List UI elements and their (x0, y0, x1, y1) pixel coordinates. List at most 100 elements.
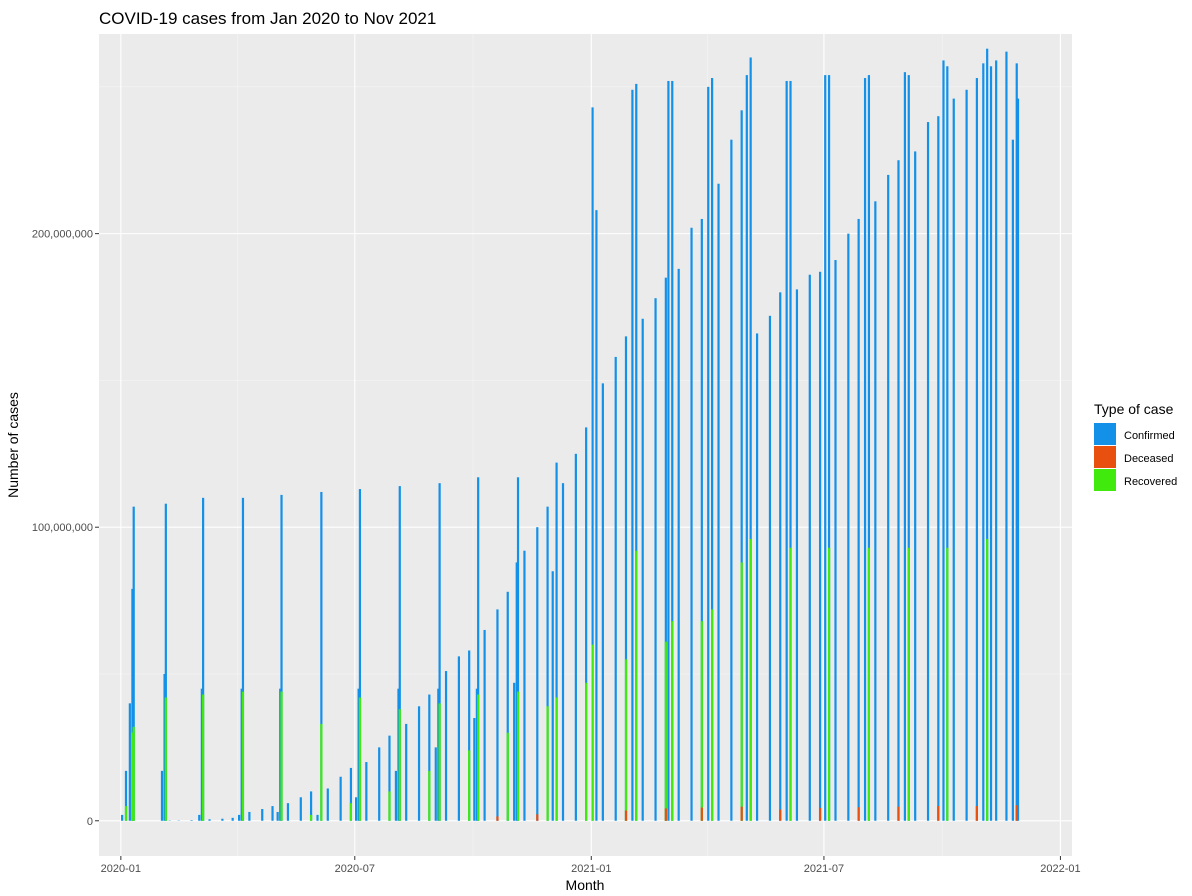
bar-deceased (857, 807, 860, 821)
bar-confirmed (339, 776, 342, 821)
bar-confirmed (417, 706, 421, 821)
bar-confirmed (457, 656, 460, 821)
bar-confirmed (730, 139, 733, 821)
series-recovered (124, 538, 989, 821)
bar-recovered (946, 547, 949, 821)
bar-recovered (664, 641, 667, 821)
bar-confirmed (857, 218, 860, 821)
bar-confirmed (827, 75, 831, 821)
bar-confirmed (202, 497, 205, 821)
bar-confirmed (690, 227, 693, 821)
legend-swatch-confirmed (1094, 423, 1116, 445)
bar-confirmed (1005, 51, 1008, 821)
y-tick-label: 200,000,000 (32, 229, 93, 241)
bar-confirmed (975, 78, 978, 821)
bar-confirmed (785, 80, 788, 821)
bar-confirmed (198, 814, 201, 821)
bar-recovered (827, 547, 831, 821)
bar-recovered (555, 697, 558, 821)
bar-confirmed (121, 814, 124, 821)
x-tick-label: 2021-07 (804, 863, 844, 875)
bar-confirmed (546, 506, 549, 821)
bar-confirmed (745, 75, 748, 821)
bar-recovered (671, 621, 674, 821)
bar-confirmed (473, 718, 476, 821)
bar-confirmed (477, 477, 480, 821)
bar-recovered (388, 791, 391, 821)
bar-confirmed (394, 770, 398, 821)
bar-confirmed (986, 48, 989, 821)
bar-recovered (398, 709, 401, 821)
bar-confirmed (965, 89, 968, 821)
bar-recovered (635, 550, 638, 821)
bar-confirmed (523, 550, 526, 821)
bar-confirmed (887, 174, 890, 821)
bar-confirmed (271, 806, 274, 821)
bar-confirmed (789, 80, 792, 821)
x-tick-label: 2021-01 (571, 863, 611, 875)
x-axis-ticks: 2020-01 2020-07 2021-01 2021-07 2022-01 (101, 856, 1081, 875)
bar-recovered (907, 547, 910, 821)
bar-confirmed (982, 63, 985, 821)
bar-confirmed (952, 98, 955, 821)
bar-confirmed (779, 292, 782, 821)
bar-confirmed (551, 571, 554, 821)
bar-confirmed (279, 688, 282, 821)
bar-confirmed (299, 797, 302, 821)
bar-confirmed (405, 723, 408, 821)
bar-confirmed (437, 688, 440, 821)
bar-confirmed (937, 116, 940, 821)
bar-recovered (320, 723, 323, 821)
bar-confirmed (707, 86, 710, 821)
bar-deceased (536, 814, 539, 821)
bar-recovered (349, 803, 353, 821)
bar-confirmed (241, 497, 245, 821)
bar-confirmed (863, 78, 867, 821)
bar-confirmed (768, 315, 772, 821)
bar-confirmed (309, 791, 313, 821)
bar-confirmed (468, 650, 471, 821)
bar-confirmed (190, 820, 193, 821)
bar-confirmed (867, 75, 871, 821)
bar-confirmed (221, 818, 224, 821)
bar-confirmed (397, 688, 400, 821)
bar-deceased (700, 807, 703, 821)
bar-confirmed (357, 688, 360, 821)
series-confirmed (121, 48, 1020, 821)
bar-confirmed (316, 814, 319, 821)
bar-confirmed (438, 483, 441, 821)
bar-recovered (506, 732, 509, 821)
bar-confirmed (700, 218, 703, 821)
bar-confirmed (749, 57, 752, 821)
bar-deceased (740, 806, 743, 821)
x-tick-label: 2022-01 (1040, 863, 1080, 875)
bar-confirmed (1011, 139, 1014, 821)
bar-confirmed (124, 770, 128, 821)
bar-confirmed (585, 427, 588, 821)
bar-deceased (779, 809, 782, 821)
bar-confirmed (635, 83, 638, 821)
bar-confirmed (131, 588, 134, 821)
bar-confirmed (946, 66, 949, 821)
bar-confirmed (574, 453, 577, 821)
bar-confirmed (601, 383, 604, 821)
bar-recovered (202, 694, 205, 821)
bar-recovered (711, 609, 714, 821)
bar-confirmed (808, 274, 811, 821)
bar-confirmed (434, 747, 437, 821)
bar-confirmed (208, 819, 211, 821)
bar-confirmed (654, 298, 657, 821)
bar-confirmed (667, 80, 670, 821)
bar-recovered (585, 682, 588, 821)
bar-recovered (546, 706, 549, 821)
bar-confirmed (286, 803, 290, 821)
bar-deceased (496, 816, 499, 821)
bar-confirmed (496, 609, 499, 821)
bar-confirmed (914, 151, 917, 821)
legend-label-deceased: Deceased (1124, 453, 1174, 465)
bar-confirmed (989, 66, 993, 821)
bar-confirmed (238, 814, 241, 821)
bar-confirmed (483, 629, 486, 821)
bar-confirmed (717, 183, 720, 821)
bar-deceased (937, 806, 940, 821)
